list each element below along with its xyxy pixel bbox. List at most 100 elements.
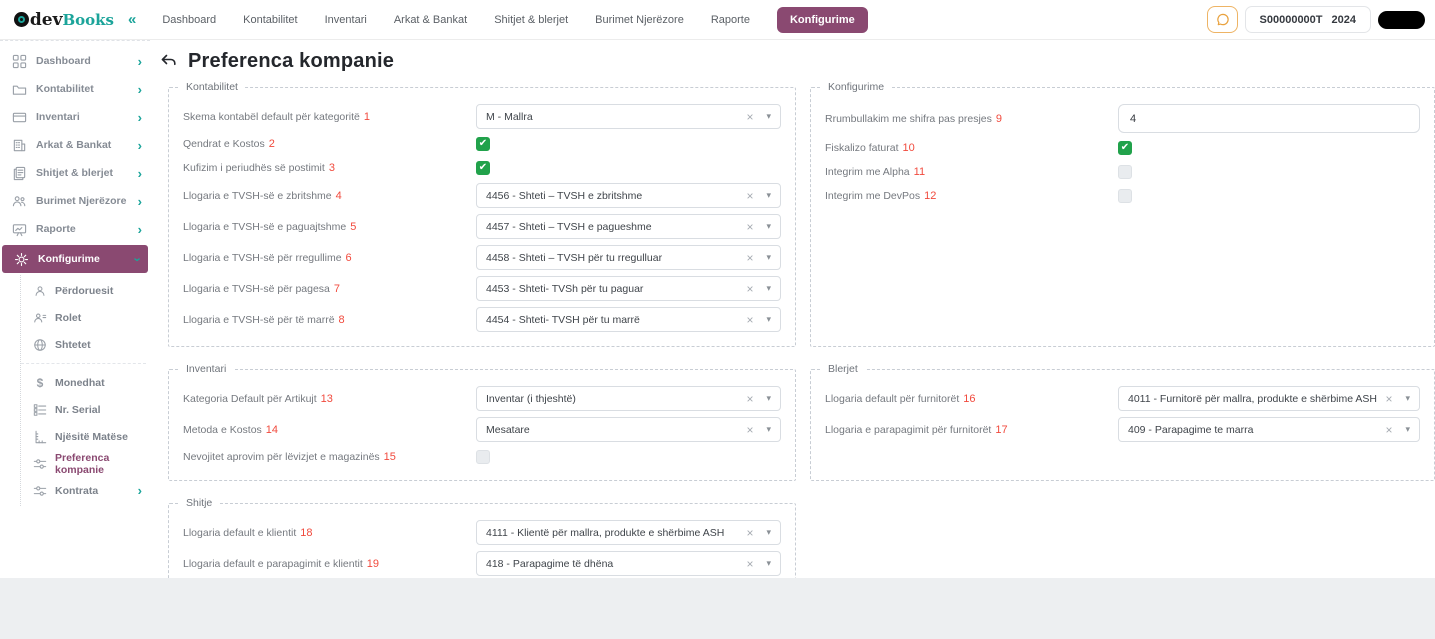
nav-item-burimet-njerezore[interactable]: Burimet Njerëzore xyxy=(595,13,684,26)
aprovim-magazines-checkbox[interactable]: ✔ xyxy=(476,450,490,464)
chevron-right-icon: › xyxy=(137,221,142,237)
skema-kontabel-select[interactable]: M - Mallra × ▾ xyxy=(476,104,781,129)
fiscal-year: 2024 xyxy=(1331,13,1356,26)
integrim-alpha-checkbox[interactable]: ✔ xyxy=(1118,165,1132,179)
field-label: Integrim me DevPos xyxy=(825,190,921,202)
furnitore-parapagim-select[interactable]: 409 - Parapagime te marra × ▾ xyxy=(1118,417,1420,442)
section-legend: Inventari xyxy=(179,363,234,375)
form-row: Qendrat e Kostos 2 ✔ xyxy=(183,135,781,153)
chevron-down-icon[interactable]: ▾ xyxy=(766,527,771,537)
logo-mark-icon xyxy=(14,11,29,27)
nav-item-arkat-bankat[interactable]: Arkat & Bankat xyxy=(393,13,468,26)
kufizim-periudhes-checkbox[interactable]: ✔ xyxy=(476,161,490,175)
section-shitje: Shitje Llogaria default e klientit 18 411… xyxy=(168,497,796,578)
tvsh-zbritshme-select[interactable]: 4456 - Shteti – TVSH e zbritshme × ▾ xyxy=(476,183,781,208)
section-legend: Kontabilitet xyxy=(179,81,245,93)
clear-icon[interactable]: × xyxy=(1385,422,1393,437)
organization-button[interactable]: S00000000T 2024 xyxy=(1244,6,1371,33)
field-label: Kufizim i periudhës së postimit xyxy=(183,162,325,174)
folder-icon xyxy=(12,82,27,97)
nav-item-konfigurime[interactable]: Konfigurime xyxy=(776,6,868,33)
clear-icon[interactable]: × xyxy=(1385,391,1393,406)
field-label: Kategoria Default për Artikujt xyxy=(183,392,317,405)
fiskalizo-faturat-checkbox[interactable]: ✔ xyxy=(1118,141,1132,155)
clear-icon[interactable]: × xyxy=(746,391,754,406)
chevron-down-icon[interactable]: ▾ xyxy=(766,190,771,200)
tvsh-rregullime-select[interactable]: 4458 - Shteti – TVSH për tu rregulluar × ▾ xyxy=(476,245,781,270)
integrim-devpos-checkbox[interactable]: ✔ xyxy=(1118,189,1132,203)
clear-icon[interactable]: × xyxy=(746,281,754,296)
chevron-down-icon[interactable]: ▾ xyxy=(1405,393,1410,403)
sidebar-item-raporte[interactable]: Raporte › xyxy=(0,215,150,243)
sidebar-item-dashboard[interactable]: Dashboard › xyxy=(0,47,150,75)
metoda-kostos-select[interactable]: Mesatare × ▾ xyxy=(476,417,781,442)
nav-item-kontabilitet[interactable]: Kontabilitet xyxy=(243,13,298,26)
sidebar-item-shitjet-blerjet[interactable]: Shitjet & blerjet › xyxy=(0,159,150,187)
clear-icon[interactable]: × xyxy=(746,312,754,327)
field-label: Fiskalizo faturat xyxy=(825,142,899,154)
field-label: Llogaria default e parapagimit e klienti… xyxy=(183,557,363,570)
nav-item-shitjet-blerjet[interactable]: Shitjet & blerjet xyxy=(494,13,569,26)
app-logo[interactable]: dev Books xyxy=(14,10,114,30)
furnitore-default-select[interactable]: 4011 - Furnitorë për mallra, produkte e … xyxy=(1118,386,1420,411)
chevron-down-icon[interactable]: ▾ xyxy=(766,393,771,403)
sidebar-item-kontabilitet[interactable]: Kontabilitet › xyxy=(0,75,150,103)
chevron-down-icon[interactable]: ▾ xyxy=(766,252,771,262)
back-button[interactable] xyxy=(160,53,178,71)
nav-item-raporte[interactable]: Raporte xyxy=(710,13,750,26)
chevron-down-icon[interactable]: ▾ xyxy=(1405,424,1410,434)
user-avatar[interactable] xyxy=(1378,10,1425,29)
clear-icon[interactable]: × xyxy=(746,556,754,571)
sidebar-subitem-kontrata[interactable]: Kontrata › xyxy=(21,477,150,504)
sidebar-subitem-monedhat[interactable]: $ Monedhat xyxy=(21,369,150,396)
tvsh-te-marre-select[interactable]: 4454 - Shteti- TVSH për tu marrë × ▾ xyxy=(476,307,781,332)
sidebar-subitem-nr-serial[interactable]: Nr. Serial xyxy=(21,396,150,423)
klienti-default-select[interactable]: 4111 - Klientë për mallra, produkte e sh… xyxy=(476,520,781,545)
klienti-parapagim-select[interactable]: 418 - Parapagime të dhëna × ▾ xyxy=(476,551,781,576)
nav-item-dashboard[interactable]: Dashboard xyxy=(162,13,217,26)
form-row: Rrumbullakim me shifra pas presjes 9 xyxy=(825,104,1420,133)
sidebar-subitem-njesite-matese[interactable]: Njësitë Matëse xyxy=(21,423,150,450)
tvsh-paguajtshme-select[interactable]: 4457 - Shteti – TVSH e pagueshme × ▾ xyxy=(476,214,781,239)
sliders-icon xyxy=(33,457,47,471)
clear-icon[interactable]: × xyxy=(746,250,754,265)
nav-item-inventari[interactable]: Inventari xyxy=(324,13,367,26)
sidebar-subitem-perdoruesit[interactable]: Përdoruesit xyxy=(21,277,150,304)
sidebar-subitem-rolet[interactable]: Rolet xyxy=(21,304,150,331)
sidebar-subitem-preferenca-kompanie[interactable]: Preferenca kompanie xyxy=(21,450,150,477)
clear-icon[interactable]: × xyxy=(746,422,754,437)
qendrat-kostos-checkbox[interactable]: ✔ xyxy=(476,137,490,151)
chevron-down-icon[interactable]: ▾ xyxy=(766,558,771,568)
rounding-digits-input[interactable] xyxy=(1118,104,1420,133)
clear-icon[interactable]: × xyxy=(746,525,754,540)
sidebar-item-arkat-bankat[interactable]: Arkat & Bankat › xyxy=(0,131,150,159)
field-number: 12 xyxy=(924,190,937,202)
topbar-actions: S00000000T 2024 xyxy=(1206,6,1425,33)
field-number: 9 xyxy=(995,112,1003,125)
clear-icon[interactable]: × xyxy=(746,188,754,203)
people-icon xyxy=(12,194,27,209)
field-number: 11 xyxy=(913,166,926,178)
clear-icon[interactable]: × xyxy=(746,109,754,124)
kategoria-artikujt-select[interactable]: Inventar (i thjeshtë) × ▾ xyxy=(476,386,781,411)
field-number: 13 xyxy=(320,392,333,405)
sidebar-item-konfigurime[interactable]: Konfigurime › xyxy=(2,245,148,273)
sidebar-item-inventari[interactable]: Inventari › xyxy=(0,103,150,131)
sidebar-subitem-shtetet[interactable]: Shtetet xyxy=(21,331,150,358)
chevron-down-icon[interactable]: ▾ xyxy=(766,111,771,121)
chevron-down-icon[interactable]: ▾ xyxy=(766,283,771,293)
tvsh-pagesa-select[interactable]: 4453 - Shteti- TVSh për tu paguar × ▾ xyxy=(476,276,781,301)
field-label: Llogaria e TVSH-së e zbritshme xyxy=(183,189,332,202)
form-row: Skema kontabël default për kategoritë 1 M… xyxy=(183,104,781,129)
field-number: 8 xyxy=(338,313,345,326)
chat-button[interactable] xyxy=(1206,6,1238,33)
form-row: Nevojitet aprovim për lëvizjet e magazin… xyxy=(183,448,781,466)
sidebar-item-burimet-njerezore[interactable]: Burimet Njerëzore › xyxy=(0,187,150,215)
clear-icon[interactable]: × xyxy=(746,219,754,234)
chevron-down-icon[interactable]: ▾ xyxy=(766,424,771,434)
field-number: 6 xyxy=(345,251,352,264)
chevron-down-icon[interactable]: ▾ xyxy=(766,314,771,324)
ruler-icon xyxy=(33,430,47,444)
sidebar-collapse-icon[interactable]: « xyxy=(128,11,137,28)
chevron-down-icon[interactable]: ▾ xyxy=(766,221,771,231)
